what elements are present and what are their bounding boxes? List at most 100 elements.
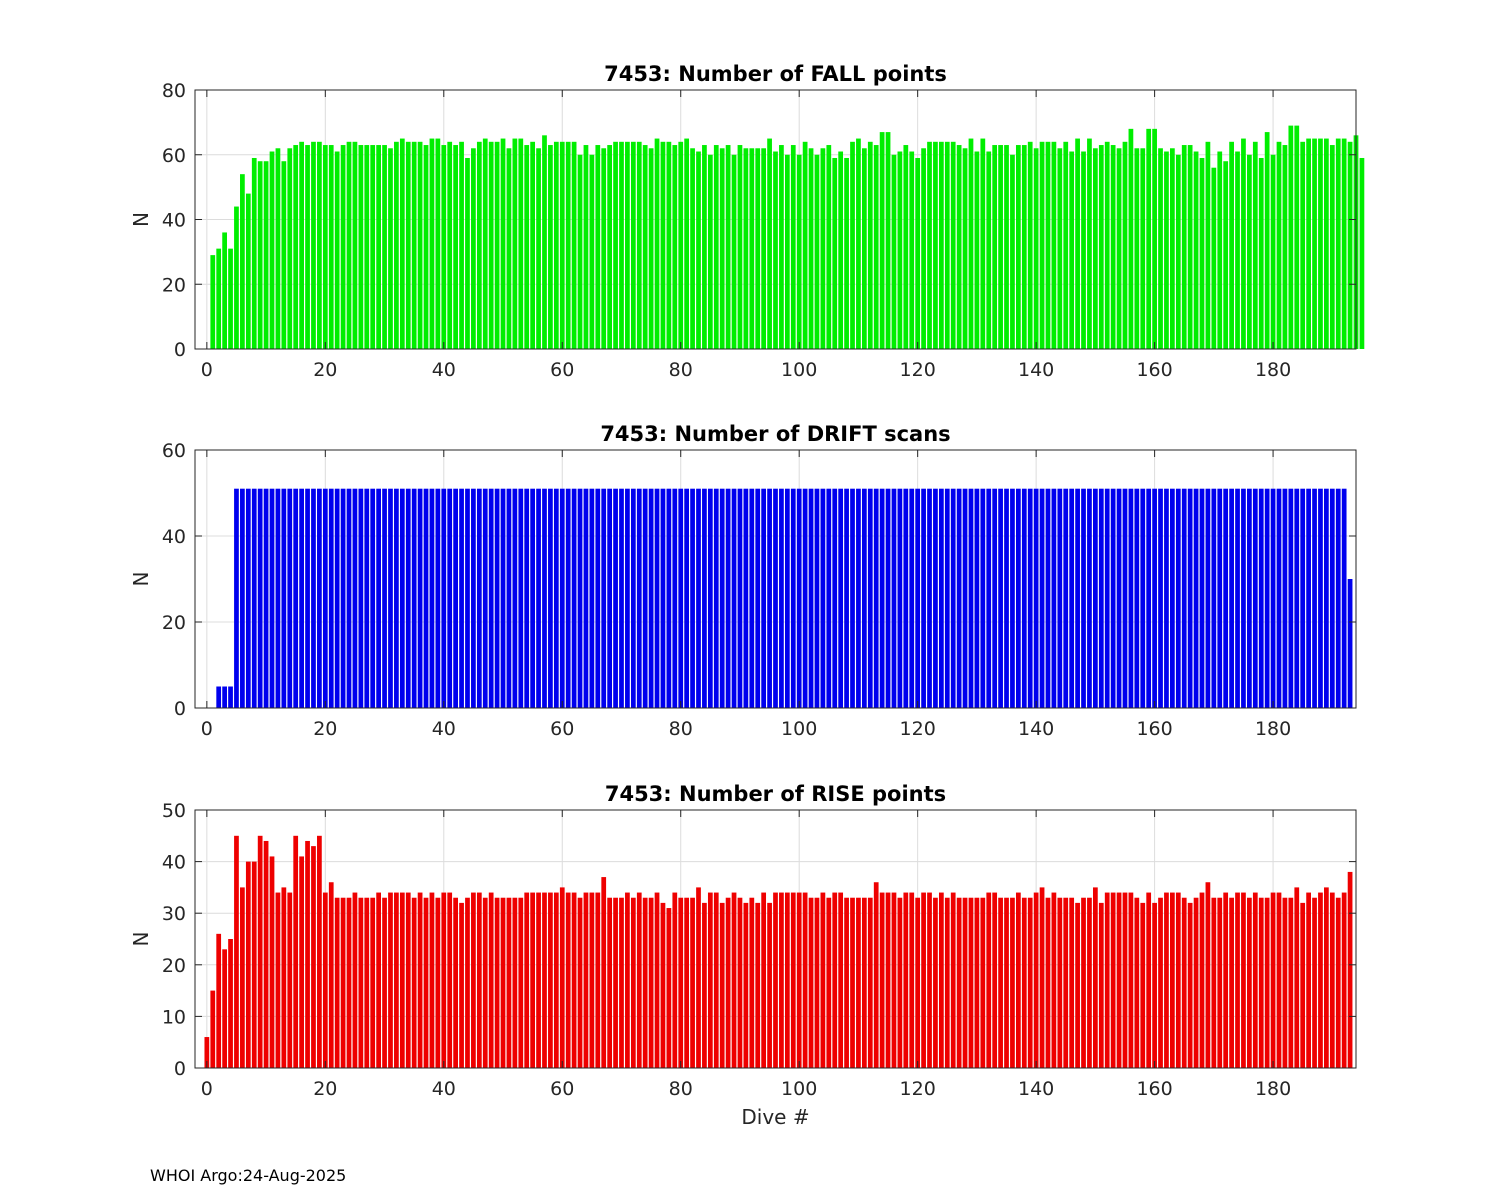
bar (678, 488, 684, 708)
bar (1140, 148, 1146, 349)
bar (909, 151, 915, 349)
bar (494, 141, 500, 349)
bar (577, 488, 583, 708)
bar (613, 488, 618, 708)
bar (684, 897, 690, 1068)
bar (654, 488, 660, 708)
bar (690, 148, 695, 349)
bar (287, 488, 293, 708)
bar (950, 488, 956, 708)
bar (820, 488, 826, 708)
bar (1247, 154, 1252, 349)
bar (257, 835, 263, 1068)
bar (1110, 892, 1116, 1068)
bar (1004, 488, 1009, 708)
bar (909, 488, 915, 708)
bar (826, 488, 832, 708)
bar (364, 488, 370, 708)
bar (1146, 128, 1152, 349)
bar (216, 248, 222, 349)
bar (1312, 138, 1317, 349)
bar (814, 897, 820, 1068)
bar (571, 488, 577, 708)
bar (553, 141, 559, 349)
bar (1187, 902, 1193, 1068)
bar (962, 488, 968, 708)
bar (755, 148, 761, 349)
bar (482, 488, 488, 708)
bar (287, 892, 293, 1068)
bar (844, 897, 849, 1068)
bar (512, 488, 518, 708)
bar (447, 892, 453, 1068)
bar (1164, 488, 1169, 708)
bar (488, 141, 494, 349)
bar (1229, 897, 1234, 1068)
bar (1306, 138, 1311, 349)
bar (731, 488, 737, 708)
bar (636, 141, 642, 349)
y-tick-label: 0 (174, 1058, 186, 1080)
bar (210, 255, 216, 349)
bar (441, 145, 447, 349)
x-tick-label: 0 (201, 718, 213, 740)
bar (725, 488, 731, 708)
x-axis-label: Dive # (741, 1105, 809, 1129)
bar (542, 892, 547, 1068)
y-tick-label: 80 (162, 80, 186, 102)
bar (1193, 488, 1199, 708)
bar (565, 141, 571, 349)
bar (802, 488, 808, 708)
bar (275, 148, 281, 349)
bar (245, 861, 251, 1068)
bar (654, 138, 660, 349)
bar (210, 990, 216, 1068)
bar (1104, 892, 1110, 1068)
bar (269, 856, 275, 1068)
bar (1104, 141, 1110, 349)
bar (784, 892, 790, 1068)
y-tick-label: 20 (162, 612, 186, 634)
bar (311, 488, 316, 708)
bar (299, 141, 304, 349)
bar (577, 897, 583, 1068)
bar (518, 138, 524, 349)
bar (441, 892, 447, 1068)
x-tick-label: 60 (550, 718, 574, 740)
bar (933, 897, 938, 1068)
bar (832, 488, 838, 708)
bar (1093, 887, 1098, 1068)
bar (281, 887, 287, 1068)
bar (784, 154, 790, 349)
bar (968, 488, 974, 708)
bar (761, 488, 767, 708)
y-tick-label: 40 (162, 852, 186, 874)
bar (506, 897, 512, 1068)
bar (240, 488, 245, 708)
bar (1033, 488, 1039, 708)
bar (749, 148, 755, 349)
bar (968, 897, 974, 1068)
bar (453, 488, 458, 708)
bar (317, 835, 322, 1068)
bar (642, 488, 648, 708)
bar (471, 148, 476, 349)
bar (1306, 488, 1311, 708)
bar (358, 145, 364, 349)
bar (1347, 871, 1353, 1068)
bar (601, 488, 607, 708)
bar (986, 488, 992, 708)
bar (1235, 151, 1240, 349)
bar (850, 141, 855, 349)
bar (311, 846, 316, 1068)
bar (672, 488, 678, 708)
bar (773, 151, 778, 349)
bar (873, 488, 879, 708)
bar (654, 892, 660, 1068)
bar (548, 145, 553, 349)
bar (1276, 141, 1282, 349)
bar (998, 145, 1003, 349)
bar (625, 141, 630, 349)
bar (1069, 488, 1075, 708)
bar (784, 488, 790, 708)
